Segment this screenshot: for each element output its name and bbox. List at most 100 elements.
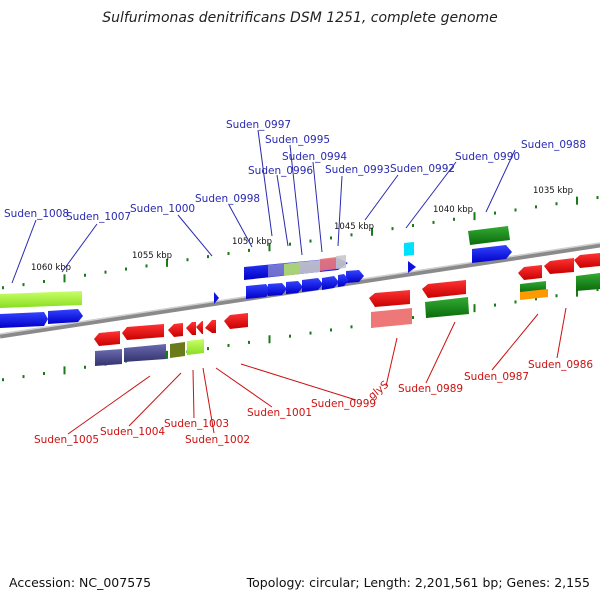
gene-label[interactable]: Suden_1007 (66, 211, 131, 223)
minor-tick (555, 202, 558, 206)
gene-arrow[interactable] (468, 226, 510, 245)
gene-label[interactable]: Suden_0986 (528, 359, 593, 371)
minor-tick (350, 233, 353, 237)
gene-arrow[interactable] (422, 280, 466, 298)
gene-arrow[interactable] (544, 258, 574, 274)
gene-arrow[interactable] (404, 242, 414, 256)
minor-tick (453, 217, 455, 221)
gene-label[interactable]: Suden_0994 (282, 151, 347, 163)
gene-arrow[interactable] (518, 265, 542, 280)
major-tick (576, 288, 578, 297)
gene-arrow[interactable] (124, 344, 166, 362)
gene-label[interactable]: Suden_1004 (100, 426, 165, 438)
minor-tick (289, 334, 291, 338)
gene-arrow[interactable] (0, 291, 82, 308)
major-tick (268, 243, 271, 252)
minor-tick (125, 267, 127, 271)
major-tick (371, 227, 373, 236)
gene-arrow[interactable] (346, 270, 364, 283)
gene-label[interactable]: Suden_0999 (311, 398, 376, 410)
major-tick (473, 304, 476, 313)
gene-label[interactable]: Suden_0990 (455, 151, 520, 163)
gene-label[interactable]: Suden_0993 (325, 164, 390, 176)
gene-arrow[interactable] (187, 339, 204, 355)
minor-tick (535, 297, 537, 301)
minor-tick (22, 283, 25, 287)
gene-arrow[interactable] (300, 260, 320, 274)
forward-leader-lines (11, 129, 516, 284)
gene-arrow[interactable] (369, 290, 410, 307)
minor-tick (309, 239, 312, 243)
gene-arrow[interactable] (186, 322, 196, 335)
gene-arrow[interactable] (214, 292, 219, 304)
gene-arrow[interactable] (336, 255, 346, 269)
gene-arrow[interactable] (425, 297, 469, 318)
gene-arrow[interactable] (574, 253, 600, 268)
minor-tick (104, 270, 107, 274)
gene-label[interactable]: Suden_1001 (247, 407, 312, 419)
minor-tick (2, 378, 4, 382)
gene-arrow[interactable] (408, 261, 416, 273)
gene-arrow[interactable] (205, 320, 216, 333)
minor-tick (186, 258, 189, 262)
minor-tick (514, 300, 517, 304)
gene-label[interactable]: Suden_1008 (4, 208, 69, 220)
major-tick (473, 212, 476, 221)
gene-arrow[interactable] (576, 273, 600, 291)
minor-tick (248, 340, 250, 344)
major-tick (63, 274, 66, 283)
minor-tick (207, 255, 209, 259)
gene-arrow[interactable] (48, 309, 83, 324)
minor-tick (227, 343, 230, 347)
gene-arrow[interactable] (196, 321, 203, 334)
gene-label[interactable]: Suden_1002 (185, 434, 250, 446)
gene-label[interactable]: Suden_0988 (521, 139, 586, 151)
kbp-label: 1035 kbp (533, 186, 573, 196)
gene-arrow[interactable] (302, 278, 323, 292)
minor-tick (555, 294, 558, 298)
minor-tick (84, 365, 86, 369)
gene-arrow[interactable] (268, 283, 287, 296)
major-tick (576, 196, 578, 205)
kbp-label: 1055 kbp (132, 251, 172, 261)
gene-label[interactable]: Suden_0996 (248, 165, 313, 177)
minor-tick (596, 196, 599, 200)
gene-label[interactable]: Suden_0989 (398, 383, 463, 395)
gene-arrow[interactable] (168, 323, 183, 337)
gene-arrow[interactable] (338, 274, 349, 287)
gene-arrow[interactable] (246, 284, 271, 299)
gene-label[interactable]: Suden_0992 (390, 163, 455, 175)
accession-text: Accession: NC_007575 (9, 575, 152, 590)
gene-arrow[interactable] (472, 245, 512, 263)
gene-arrow[interactable] (371, 308, 412, 328)
gene-label[interactable]: Suden_1005 (34, 434, 99, 446)
minor-tick (22, 375, 25, 379)
gene-arrow[interactable] (520, 289, 548, 300)
gene-arrow[interactable] (286, 281, 303, 294)
gene-arrow[interactable] (122, 324, 164, 340)
gene-arrow[interactable] (320, 257, 336, 271)
gene-label[interactable]: Suden_1003 (164, 418, 229, 430)
gene-label[interactable]: Suden_0987 (464, 371, 529, 383)
scale-ticks (2, 196, 599, 382)
map-title: Sulfurimonas denitrificans DSM 1251, com… (102, 10, 498, 26)
major-tick (166, 258, 168, 267)
gene-arrow[interactable] (95, 349, 122, 366)
gene-arrow[interactable] (0, 312, 48, 328)
gene-arrow[interactable] (94, 331, 120, 346)
gene-label[interactable]: Suden_1000 (130, 203, 195, 215)
kbp-scale-labels: 1035 kbp 1040 kbp 1045 kbp 1050 kbp 1055… (31, 186, 573, 273)
gene-label[interactable]: Suden_0995 (265, 134, 330, 146)
minor-tick (227, 251, 230, 255)
minor-tick (289, 242, 291, 246)
gene-label[interactable]: Suden_0997 (226, 119, 291, 131)
gene-arrow[interactable] (284, 262, 300, 276)
gene-arrow[interactable] (224, 313, 248, 329)
gene-arrow[interactable] (322, 276, 339, 290)
gene-label[interactable]: Suden_0998 (195, 193, 260, 205)
forward-strand-genes (0, 226, 600, 328)
gene-arrow[interactable] (170, 342, 185, 358)
minor-tick (330, 328, 332, 332)
minor-tick (43, 371, 45, 375)
